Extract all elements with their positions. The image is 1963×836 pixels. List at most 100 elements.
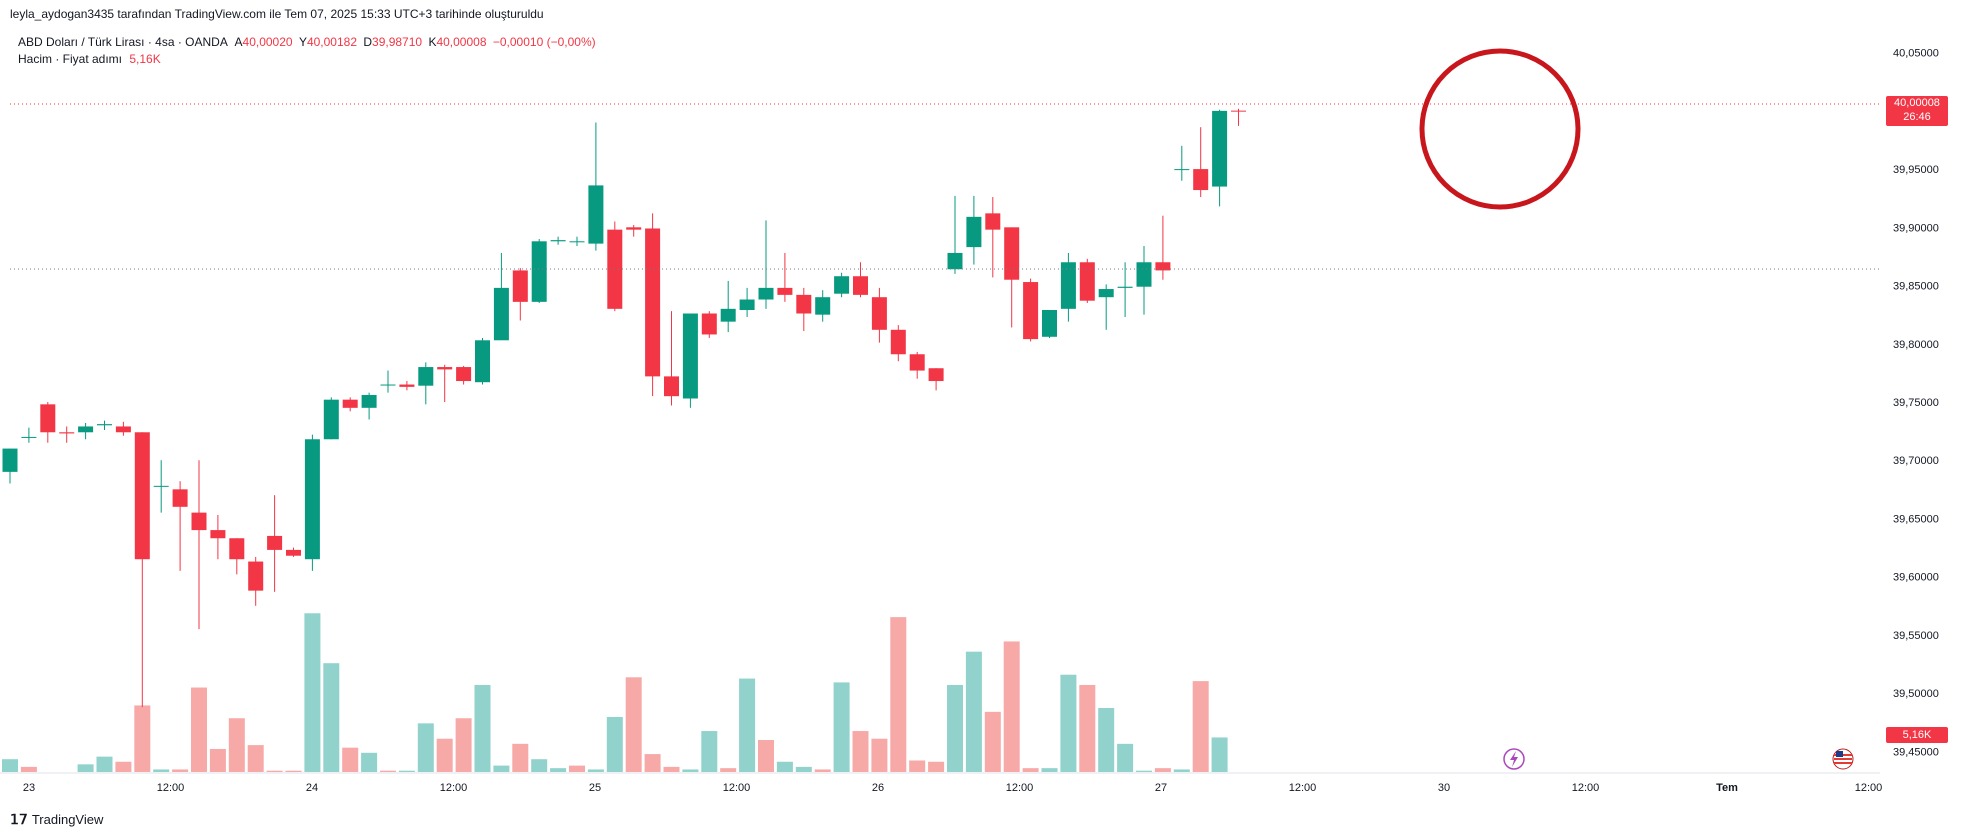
volume-bar	[172, 769, 189, 772]
candle-body[interactable]	[777, 287, 793, 295]
candle-body[interactable]	[380, 384, 396, 386]
candle-body[interactable]	[1193, 169, 1209, 191]
candle-body[interactable]	[153, 485, 169, 487]
volume-bar	[795, 766, 812, 772]
candle-body[interactable]	[1004, 227, 1020, 280]
candle-body[interactable]	[1117, 286, 1133, 288]
candle-body[interactable]	[796, 294, 812, 314]
candle-body[interactable]	[569, 241, 585, 243]
candle-body[interactable]	[418, 367, 434, 386]
volume-bar	[625, 677, 642, 772]
time-tick-label: 23	[23, 782, 35, 794]
candle-body[interactable]	[1098, 289, 1114, 298]
candle-body[interactable]	[493, 287, 509, 341]
candle-body[interactable]	[1231, 110, 1246, 112]
time-axis[interactable]: 23 12:00 24 12:00 25 12:00 26 12:00 27 12:00 30 12:…	[23, 782, 1963, 794]
volume-bar	[1060, 674, 1077, 772]
volume-bar	[965, 651, 982, 772]
candle-body[interactable]	[531, 241, 547, 302]
candle-body[interactable]	[323, 399, 339, 440]
time-tick-label: 12:00	[1572, 782, 1600, 794]
candle-body[interactable]	[399, 384, 415, 387]
candle-body[interactable]	[97, 424, 112, 426]
candle-body[interactable]	[550, 240, 566, 242]
volume-bar	[909, 760, 926, 772]
candle-body[interactable]	[59, 432, 75, 434]
candle-body[interactable]	[172, 489, 188, 507]
candle-body[interactable]	[701, 313, 717, 335]
candle-body[interactable]	[966, 216, 982, 248]
volume-bar	[1173, 769, 1190, 772]
candle-body[interactable]	[134, 432, 150, 560]
candle-body[interactable]	[21, 436, 37, 438]
bar-countdown: 26:46	[1903, 111, 1931, 123]
candle-body[interactable]	[40, 404, 56, 433]
volume-bar	[701, 731, 718, 772]
candle-body[interactable]	[78, 426, 94, 433]
candle-body[interactable]	[342, 399, 358, 408]
candle-body[interactable]	[475, 340, 490, 383]
volume-label[interactable]: Hacim · Fiyat adımı	[18, 52, 123, 66]
candle-body[interactable]	[834, 276, 850, 294]
volume-bar	[531, 759, 548, 772]
candle-body[interactable]	[928, 368, 944, 382]
volume-bar	[871, 738, 888, 772]
candle-body[interactable]	[871, 297, 887, 330]
lightning-icon[interactable]	[1503, 748, 1525, 770]
candle-body[interactable]	[2, 448, 18, 472]
candle-body[interactable]	[985, 213, 1001, 230]
us-flag-icon[interactable]	[1832, 748, 1854, 770]
candle-body[interactable]	[229, 538, 245, 560]
candle-body[interactable]	[815, 297, 831, 315]
symbol-label[interactable]: ABD Doları / Türk Lirası · 4sa · OANDA	[18, 35, 228, 49]
candle-body[interactable]	[664, 376, 679, 397]
time-tick-label: 24	[306, 782, 318, 794]
tradingview-logo-icon: 𝟣𝟩	[10, 811, 28, 827]
time-tick-label: Tem	[1716, 782, 1738, 794]
candle-body[interactable]	[248, 561, 264, 591]
brand[interactable]: 𝟣𝟩 TradingView	[10, 811, 103, 828]
candle-body[interactable]	[947, 252, 963, 270]
candle-body[interactable]	[909, 354, 925, 371]
last-price-value: 40,00008	[1894, 97, 1940, 109]
candle-body[interactable]	[512, 270, 528, 302]
candle-body[interactable]	[437, 367, 453, 370]
candle-body[interactable]	[645, 228, 661, 377]
open-label: A	[234, 35, 243, 49]
time-tick-label: 12:00	[1855, 782, 1883, 794]
candle-body[interactable]	[456, 367, 472, 382]
volume-bar	[814, 769, 831, 772]
price-axis[interactable]: 40,05000 39,95000 39,90000 39,85000 39,80000…	[1893, 48, 1939, 759]
candle-body[interactable]	[286, 549, 301, 556]
volume-bar	[890, 617, 907, 772]
volume-bar	[474, 684, 491, 772]
candle-body[interactable]	[267, 535, 283, 550]
candle-body[interactable]	[191, 512, 207, 531]
candle-body[interactable]	[1079, 262, 1095, 301]
price-tick-label: 39,60000	[1893, 572, 1939, 584]
candle-body[interactable]	[1212, 110, 1228, 187]
candle-body[interactable]	[1155, 262, 1171, 271]
candle-body[interactable]	[1060, 262, 1076, 309]
candle-body[interactable]	[588, 185, 604, 244]
price-tick-label: 39,65000	[1893, 513, 1939, 525]
candle-body[interactable]	[1023, 282, 1039, 340]
candle-body[interactable]	[115, 426, 131, 433]
candle-body[interactable]	[304, 439, 320, 560]
candle-body[interactable]	[361, 395, 377, 408]
candle-body[interactable]	[1136, 262, 1152, 287]
candle-body[interactable]	[682, 313, 698, 399]
candle-body[interactable]	[626, 227, 642, 230]
candle-body[interactable]	[853, 276, 868, 295]
candle-body[interactable]	[890, 329, 906, 355]
candle-body[interactable]	[758, 287, 774, 300]
candle-body[interactable]	[1174, 169, 1190, 171]
time-tick-label: 26	[872, 782, 884, 794]
candle-body[interactable]	[1042, 310, 1057, 337]
candles	[2, 108, 1246, 708]
price-tick-label: 39,80000	[1893, 339, 1939, 351]
candle-body[interactable]	[210, 530, 226, 539]
candle-body[interactable]	[720, 308, 736, 322]
candle-body[interactable]	[739, 299, 755, 311]
